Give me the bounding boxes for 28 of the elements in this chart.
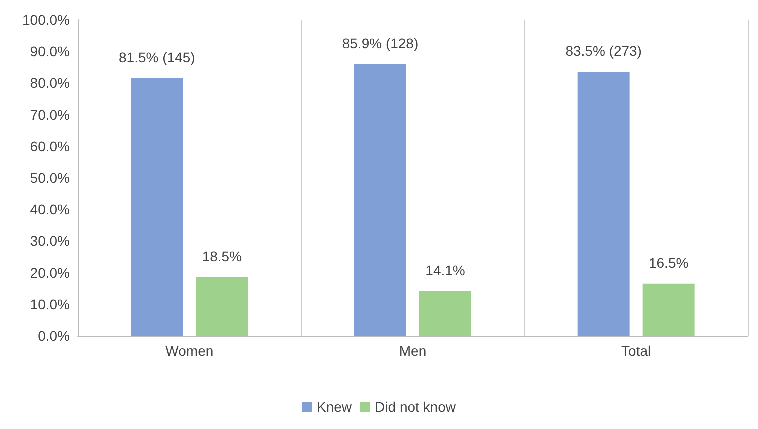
x-tick-label: Women	[166, 343, 214, 359]
y-tick-label: 20.0%	[30, 264, 70, 281]
y-tick-label: 0.0%	[38, 328, 70, 344]
data-label: 18.5%	[202, 248, 242, 265]
bar	[578, 72, 630, 336]
bar	[420, 291, 472, 336]
x-tick-label: Men	[399, 343, 427, 359]
y-tick-label: 10.0%	[30, 296, 70, 312]
bar	[131, 78, 184, 336]
legend-label: Did not know	[375, 399, 457, 415]
y-tick-label: 100.0%	[22, 12, 70, 28]
y-tick-label: 50.0%	[30, 170, 70, 186]
y-tick-label: 80.0%	[30, 75, 70, 92]
data-label: 14.1%	[426, 262, 466, 278]
bar	[642, 284, 695, 336]
data-label: 85.9% (128)	[342, 36, 419, 52]
bar	[196, 278, 248, 336]
data-label: 83.5% (273)	[566, 43, 642, 60]
data-label: 16.5%	[648, 254, 689, 271]
y-tick-label: 70.0%	[30, 106, 70, 123]
legend-label: Knew	[317, 399, 353, 415]
y-tick-label: 90.0%	[30, 44, 70, 60]
y-tick-label: 60.0%	[30, 138, 70, 154]
x-tick-label: Total	[622, 343, 652, 359]
y-tick-label: 40.0%	[30, 202, 70, 218]
y-tick-label: 30.0%	[30, 233, 70, 250]
data-label: 81.5% (145)	[119, 49, 196, 66]
bar	[354, 64, 406, 336]
